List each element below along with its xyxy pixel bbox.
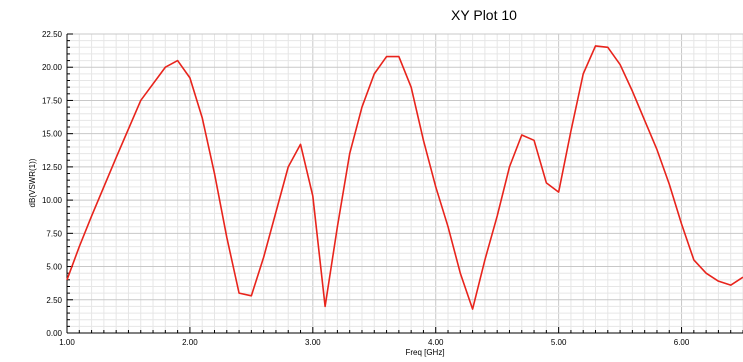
y-tick-label: 22.50	[42, 30, 63, 39]
y-tick-label: 7.50	[46, 229, 62, 238]
x-tick-label: 2.00	[182, 338, 198, 347]
y-tick-label: 20.00	[42, 63, 63, 72]
x-tick-label: 4.00	[428, 338, 444, 347]
x-axis-ticks: 1.00 2.00 3.00 4.00 5.00 6.00	[59, 327, 743, 347]
x-tick-label: 6.00	[674, 338, 690, 347]
y-tick-label: 12.50	[42, 163, 63, 172]
x-axis-label: Freq [GHz]	[405, 348, 444, 357]
y-tick-label: 15.00	[42, 130, 63, 139]
x-tick-label: 1.00	[59, 338, 75, 347]
series-line	[66, 45, 743, 310]
axes	[66, 34, 743, 334]
y-tick-label: 17.50	[42, 96, 63, 105]
y-axis-label: dB(VSWR(1))	[28, 158, 37, 207]
y-tick-label: 10.00	[42, 196, 63, 205]
y-tick-label: 2.50	[46, 296, 62, 305]
chart-title: XY Plot 10	[451, 7, 517, 23]
y-tick-label: 0.00	[46, 329, 62, 338]
plot-area	[67, 34, 743, 333]
y-tick-label: 5.00	[46, 263, 62, 272]
y-axis-ticks: 0.00 2.50 5.00 7.50 10.00 12.50 15.00 17.50 20.0…	[42, 30, 73, 338]
grid-lines	[66, 33, 743, 334]
x-tick-label: 5.00	[551, 338, 567, 347]
x-tick-label: 3.00	[305, 338, 321, 347]
series-group	[66, 45, 743, 310]
